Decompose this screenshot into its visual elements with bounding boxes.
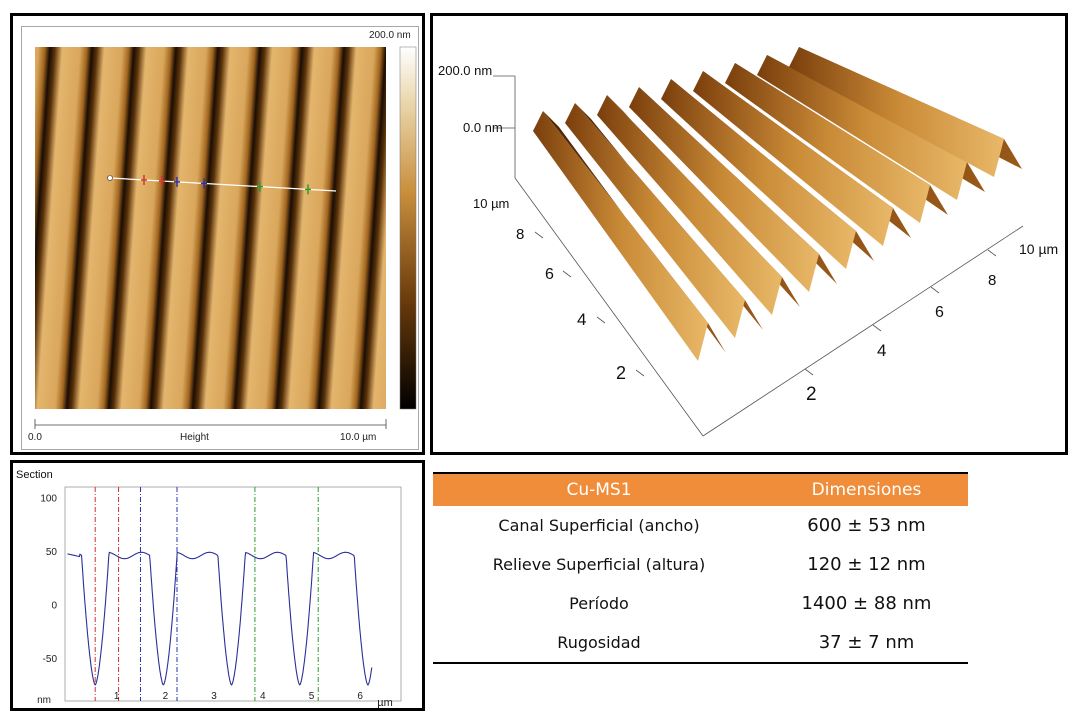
section-profile-line [67, 551, 373, 686]
section-x-tick-label: 6 [357, 691, 363, 702]
section-y-tick-label: 0 [51, 601, 57, 612]
section-x-tick-label: 4 [260, 691, 266, 702]
y-axis-top-label: 10 µm [473, 196, 510, 211]
section-x-tick-label: 3 [211, 691, 217, 702]
table-header-dimensions: Dimensiones [764, 472, 968, 506]
y-tick-mark [562, 270, 572, 278]
afm-image-frame: 200.0 nm 0.0 Height 10.0 µm [21, 26, 419, 450]
x-tick-8: 8 [988, 272, 997, 289]
section-y-unit: nm [37, 695, 51, 706]
row-value: 600 ± 53 nm [807, 515, 926, 536]
section-plot-area [64, 486, 402, 702]
color-scale-bar [399, 46, 417, 410]
3d-ridge [565, 103, 745, 338]
scale-max-label: 200.0 nm [369, 30, 411, 41]
afm-height-map [34, 46, 417, 429]
dimensions-table: Cu-MS1 Dimensiones Canal Superficial (an… [433, 472, 968, 664]
y-tick-6: 6 [545, 266, 554, 283]
row-label: Período [569, 594, 629, 613]
3d-ridge [757, 55, 967, 200]
y-tick-2: 2 [616, 363, 627, 383]
table-row: Canal Superficial (ancho) 600 ± 53 nm [433, 506, 968, 545]
section-x-tick-label: 5 [309, 691, 315, 702]
section-x-unit: µm [377, 697, 393, 708]
z-zero-label: 0.0 nm [463, 120, 503, 135]
3d-ridge [725, 63, 930, 223]
row-value: 1400 ± 88 nm [801, 593, 932, 614]
axis-start-label: 0.0 [28, 432, 42, 443]
section-y-tick-label: -50 [43, 654, 58, 665]
table-row: Rugosidad 37 ± 7 nm [433, 623, 968, 664]
row-label: Canal Superficial (ancho) [498, 516, 700, 535]
row-label: Relieve Superficial (altura) [492, 555, 706, 574]
table-row: Período 1400 ± 88 nm [433, 584, 968, 623]
y-tick-mark [596, 316, 606, 324]
x-tick-2: 2 [806, 384, 817, 405]
3d-ridge [533, 111, 708, 361]
section-y-tick-label: 100 [40, 494, 57, 505]
3d-ridge [789, 47, 1004, 177]
row-value: 37 ± 7 nm [764, 623, 968, 664]
x-tick-mark [987, 249, 997, 257]
section-title: Section [16, 469, 53, 481]
afm-3d-panel: 200.0 nm 0.0 nm 10 µm 8 6 4 2 10 µm 8 6 … [430, 13, 1068, 455]
height-map-image [35, 47, 386, 409]
y-tick-mark [635, 369, 645, 377]
section-y-tick-label: 50 [46, 547, 58, 558]
axis-title-label: Height [180, 432, 209, 443]
section-line [109, 177, 337, 192]
table-header-sample: Cu-MS1 [433, 472, 765, 506]
3d-axis-frame [493, 75, 1024, 437]
section-x-tick-label: 1 [114, 691, 120, 702]
x-axis-end-label: 10 µm [1019, 241, 1059, 257]
3d-ridge [629, 87, 819, 292]
x-tick-mark [872, 324, 882, 332]
afm-3d-surface [493, 47, 1024, 437]
y-tick-8: 8 [516, 226, 525, 243]
y-tick-mark [534, 231, 544, 239]
row-value: 120 ± 12 nm [807, 554, 926, 575]
z-top-label: 200.0 nm [438, 63, 493, 78]
row-label: Rugosidad [433, 623, 765, 664]
section-profile-plot: 100 50 0 -50 nm 1 2 3 4 5 6 µm [37, 486, 402, 708]
section-panel: Section 100 50 0 -50 nm 1 2 3 4 5 6 µm [10, 460, 425, 711]
x-tick-4: 4 [877, 341, 887, 360]
3d-ridge [597, 95, 782, 315]
y-tick-4: 4 [577, 310, 587, 329]
section-line-start [107, 175, 113, 181]
3d-ridge [661, 79, 856, 269]
table-row: Relieve Superficial (altura) 120 ± 12 nm [433, 545, 968, 584]
3d-ridge [693, 71, 893, 246]
x-tick-mark [804, 368, 814, 376]
section-x-tick-label: 2 [163, 691, 169, 702]
x-tick-mark [930, 286, 940, 294]
axis-end-label: 10.0 µm [340, 432, 377, 443]
afm-image-panel: 200.0 nm 0.0 Height 10.0 µm [10, 13, 425, 455]
x-tick-6: 6 [935, 304, 944, 321]
